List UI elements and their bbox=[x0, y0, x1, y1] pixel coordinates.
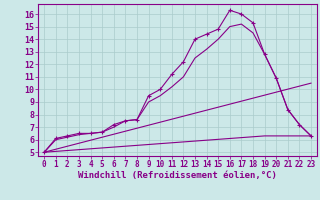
X-axis label: Windchill (Refroidissement éolien,°C): Windchill (Refroidissement éolien,°C) bbox=[78, 171, 277, 180]
